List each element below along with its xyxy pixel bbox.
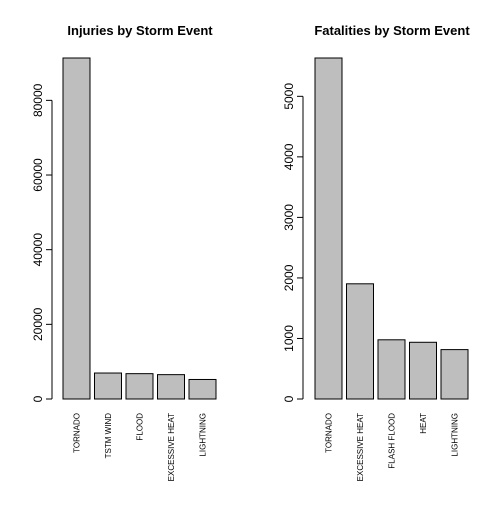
fatalities-y-tick-label: 5000 (282, 83, 296, 110)
fatalities-bar-heat (409, 341, 437, 400)
fatalities-bar-lightning (440, 349, 469, 400)
fatalities-x-tick-label: EXCESSIVE HEAT (356, 413, 365, 481)
injuries-x-tick-label: TSTM WIND (104, 413, 113, 459)
injuries-bar-lightning (188, 378, 217, 400)
fatalities-bar-flash-flood (377, 339, 406, 400)
fatalities-y-tick-label: 3000 (282, 204, 296, 231)
injuries-x-tick-label: TORNADO (73, 413, 82, 453)
injuries-y-tick-label: 40000 (31, 233, 45, 267)
fatalities-y-tick-label: 4000 (282, 143, 296, 170)
fatalities-x-tick-label: FLASH FLOOD (388, 413, 397, 469)
injuries-x-tick-label: EXCESSIVE HEAT (167, 413, 176, 481)
fatalities-x-tick-label: LIGHTNING (451, 413, 460, 457)
fatalities-chart-title: Fatalities by Storm Event (314, 23, 470, 38)
injuries-chart-panel: Injuries by Storm Event 0 20000 40000 60000… (31, 23, 217, 481)
injuries-bar-flood (125, 373, 154, 400)
injuries-y-tick-label: 60000 (31, 158, 45, 192)
injuries-y-tick-label: 20000 (31, 307, 45, 341)
injuries-y-tick-label: 0 (31, 395, 45, 402)
fatalities-x-tick-label: HEAT (419, 413, 428, 434)
injuries-y-tick-label: 80000 (31, 83, 45, 117)
injuries-x-tick-label: LIGHTNING (199, 413, 208, 457)
fatalities-chart-panel: Fatalities by Storm Event 0 1000 2000 3000 4… (282, 23, 470, 481)
fatalities-bar-tornado (314, 57, 343, 400)
fatalities-y-tick-label: 2000 (282, 264, 296, 291)
fatalities-y-tick-label: 1000 (282, 325, 296, 352)
injuries-bar-excessive-heat (157, 374, 185, 400)
injuries-x-tick-label: FLOOD (136, 413, 145, 441)
fatalities-x-tick-label: TORNADO (325, 413, 334, 453)
fatalities-y-tick-label: 0 (282, 395, 296, 402)
fatalities-bar-excessive-heat (346, 283, 374, 400)
injuries-bar-tornado (62, 57, 91, 400)
injuries-bar-tstm-wind (94, 372, 122, 400)
injuries-chart-title: Injuries by Storm Event (67, 23, 213, 38)
